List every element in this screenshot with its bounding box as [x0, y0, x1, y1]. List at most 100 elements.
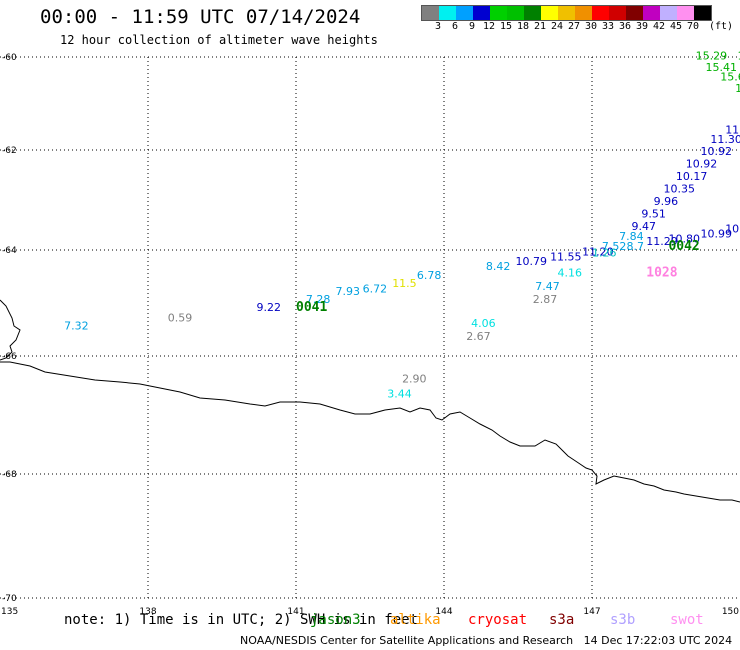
legend-item-jason3: jason3	[310, 612, 361, 628]
wave-height-label: 4.16	[557, 267, 582, 280]
longitude-tick-label: 135	[1, 607, 18, 617]
wave-height-label: 10.99	[701, 228, 733, 241]
wave-height-label: 15	[735, 82, 740, 95]
coastline	[0, 299, 740, 503]
colorbar-swatch	[524, 6, 541, 20]
colorbar-label: 39	[635, 21, 649, 32]
colorbar-swatch	[507, 6, 524, 20]
wave-height-label: 11.20	[582, 245, 614, 258]
legend-item-altika: altika	[390, 612, 441, 628]
wave-height-label: 8.42	[486, 260, 511, 273]
colorbar-swatch	[609, 6, 626, 20]
longitude-tick-label: 150	[722, 607, 739, 617]
colorbar-swatch	[439, 6, 456, 20]
latitude-tick-label: -60	[2, 53, 17, 63]
wave-height-label: 10.92	[686, 158, 718, 171]
longitude-tick-label: 147	[583, 607, 600, 617]
footer-note: note: 1) Time is in UTC; 2) SWH is in fe…	[64, 612, 419, 628]
pass-number-label: 0042	[668, 239, 699, 254]
map-subtitle: 12 hour collection of altimeter wave hei…	[60, 33, 378, 47]
legend-item-s3b: s3b	[610, 612, 636, 628]
colorbar-label: 30	[584, 21, 598, 32]
legend-item-cryosat: cryosat	[468, 612, 528, 628]
wave-height-label: 10.92	[701, 145, 733, 158]
wave-height-label: 11.5	[392, 277, 417, 290]
colorbar-label: 15	[499, 21, 513, 32]
wave-height-label: 7.28	[306, 293, 331, 306]
colorbar-label: 36	[618, 21, 632, 32]
colorbar-label: 42	[652, 21, 666, 32]
colorbar-swatch	[490, 6, 507, 20]
wave-height-label: 3.44	[387, 387, 412, 400]
colorbar-swatch	[422, 6, 439, 20]
wave-height-label: 7.52	[602, 240, 627, 253]
wave-height-label: 2.67	[466, 330, 491, 343]
wave-height-label: 11.55	[550, 251, 582, 264]
colorbar-swatch	[541, 6, 558, 20]
colorbar-swatch	[456, 6, 473, 20]
wave-height-label: 4.06	[471, 317, 496, 330]
colorbar-label: 6	[451, 21, 459, 32]
map-title: 00:00 - 11:59 UTC 07/14/2024	[40, 6, 361, 28]
wave-height-label: 2.90	[402, 373, 427, 386]
wave-height-label: 11.30	[710, 133, 740, 146]
wave-height-colorbar	[421, 5, 712, 21]
colorbar-swatch	[626, 6, 643, 20]
colorbar-label: 27	[567, 21, 581, 32]
colorbar-label: 45	[669, 21, 683, 32]
wave-height-label: 0.59	[168, 312, 193, 325]
wave-height-label: 9.22	[257, 301, 282, 314]
credit-line: NOAA/NESDIS Center for Satellite Applica…	[240, 634, 733, 647]
colorbar-swatch	[575, 6, 592, 20]
wave-height-label: 10.79	[516, 255, 548, 268]
colorbar-label: 21	[533, 21, 547, 32]
wave-height-label: 6.72	[363, 282, 388, 295]
wave-height-label: 7.93	[335, 285, 360, 298]
pass-labels: 0041 0042 1028	[296, 239, 700, 315]
observation-labels: 15.2915.4115.615111.11.3010.9210.9210.17…	[64, 49, 740, 400]
colorbar-swatch	[592, 6, 609, 20]
wave-height-label: 6.78	[417, 269, 442, 282]
colorbar-label: 12	[482, 21, 496, 32]
legend-item-swot: swot	[670, 612, 704, 628]
longitude-tick-label: 144	[435, 607, 452, 617]
wave-height-label: 9.96	[654, 195, 679, 208]
longitude-tick-label: 138	[139, 607, 156, 617]
colorbar-swatch	[558, 6, 575, 20]
colorbar-label: 24	[550, 21, 564, 32]
wave-height-label: 9.47	[631, 220, 656, 233]
wave-height-label: 15.29	[696, 49, 728, 62]
wave-height-label: 7.84	[619, 230, 644, 243]
wave-height-label: 15.41	[705, 61, 737, 74]
wave-height-label: 10.7	[725, 223, 740, 236]
colorbar-unit: (ft)	[709, 21, 734, 32]
colorbar-swatch	[643, 6, 660, 20]
longitude-tick-label: 141	[287, 607, 304, 617]
wave-height-label: 7.47	[535, 280, 560, 293]
latitude-tick-label: -66	[2, 352, 17, 362]
wave-height-label: 7.32	[64, 320, 89, 333]
wave-height-label: 15.6	[720, 70, 740, 83]
colorbar-swatch	[677, 6, 694, 20]
latitude-tick-label: -62	[2, 146, 17, 156]
pass-number-label: 1028	[646, 266, 677, 281]
graticule: -60 -62 -64 -66 -68 -70 135 138 141 144 147 150	[0, 53, 740, 617]
colorbar-swatch	[694, 6, 711, 20]
colorbar-label: 70	[686, 21, 700, 32]
colorbar-label: 18	[516, 21, 530, 32]
wave-height-label: 1	[738, 49, 740, 62]
wave-height-label: 11.29	[646, 235, 678, 248]
colorbar-label: 3	[434, 21, 442, 32]
colorbar-swatch	[473, 6, 490, 20]
legend-item-s3a: s3a	[549, 612, 575, 628]
wave-height-label: 10.17	[676, 170, 708, 183]
colorbar-label: 9	[468, 21, 476, 32]
latitude-tick-label: -68	[2, 470, 17, 480]
pass-number-label: 0041	[296, 300, 327, 315]
wave-height-label: 1.26	[592, 246, 617, 259]
colorbar-swatch	[660, 6, 677, 20]
wave-height-label: 11.	[725, 124, 740, 137]
wave-height-label: 10.35	[664, 183, 696, 196]
latitude-tick-label: -64	[2, 246, 17, 256]
